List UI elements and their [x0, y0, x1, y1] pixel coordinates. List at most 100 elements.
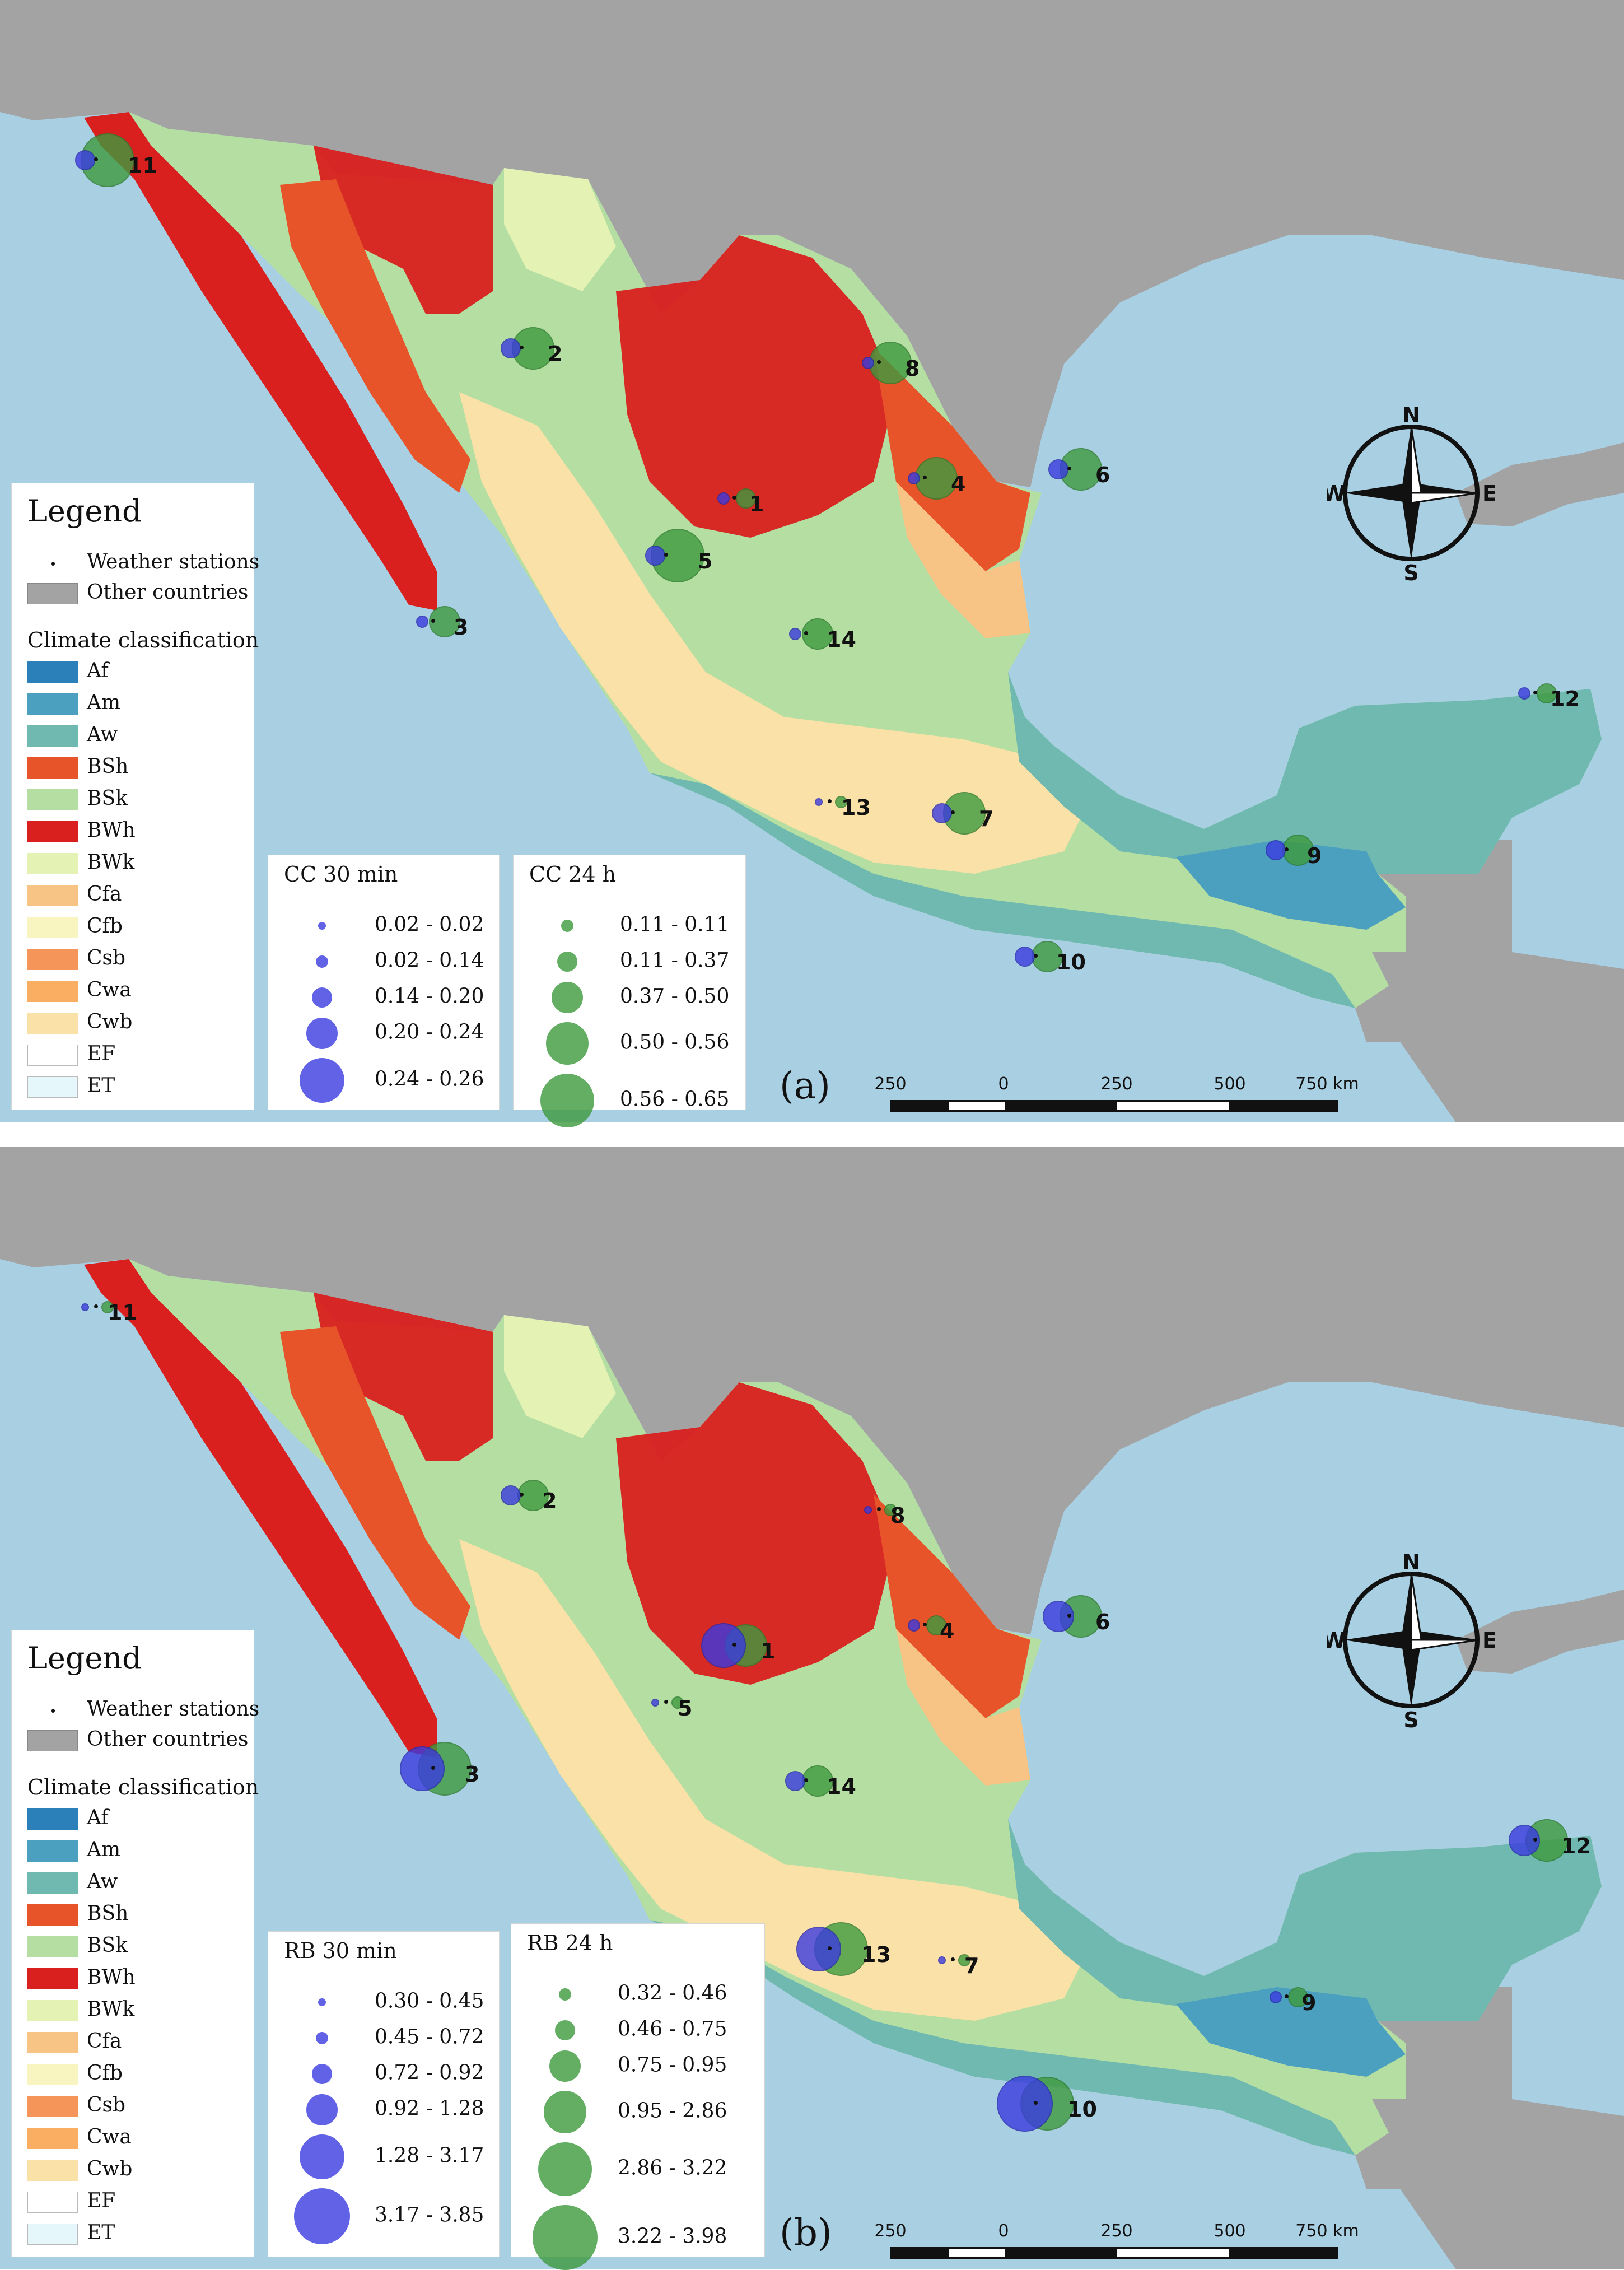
- scale-label-1: 0: [998, 2221, 1009, 2241]
- scale-label-0: 250: [874, 1074, 907, 1094]
- legend-climate-aw: Aw: [27, 722, 118, 748]
- climate-zone-bwh: [314, 1293, 493, 1461]
- station-24h-circle: [958, 1954, 970, 1966]
- legend-climate-label: Cwa: [87, 2125, 132, 2148]
- climate-zone-aw-coast: [650, 1920, 1355, 2155]
- other-countries-usa: [0, 0, 1624, 487]
- station-label: 7: [979, 807, 994, 831]
- legend-other-countries: Other countries: [27, 580, 248, 605]
- station-label: 4: [951, 472, 966, 496]
- legend-climate-label: Cwb: [87, 2157, 133, 2180]
- legend-swatch-et: [27, 1076, 78, 1098]
- climate-zone-bwk: [504, 168, 616, 291]
- climate-zone-bwh: [616, 235, 896, 538]
- legend-climate-label: Cwa: [87, 978, 132, 1001]
- weather-station-dot: [520, 1493, 524, 1497]
- legend-other-countries-label: Other countries: [87, 1728, 249, 1751]
- legend-size-symbol: [538, 2142, 592, 2196]
- legend-cc-30min-title: CC 30 min: [284, 862, 398, 887]
- compass-s: S: [1403, 561, 1418, 582]
- legend-swatch-bwh: [27, 1968, 78, 1989]
- station-label: 6: [1095, 463, 1110, 487]
- legend-climate-cfb: Cfb: [27, 2061, 123, 2086]
- compass-e: E: [1482, 1628, 1495, 1653]
- legend-swatch-aw: [27, 725, 78, 747]
- station-label: 3: [454, 615, 469, 640]
- station-30min-circle: [908, 472, 920, 484]
- station-24h-circle: [1537, 683, 1557, 703]
- legend-size-label: 0.75 - 0.95: [618, 2053, 727, 2077]
- station-label: 14: [827, 1774, 856, 1799]
- legend-swatch-bsh: [27, 1904, 78, 1926]
- station-30min-circle: [416, 616, 428, 628]
- legend-climate-bsh: BSh: [27, 1901, 128, 1927]
- legend-swatch-am: [27, 1840, 78, 1862]
- legend-climate-bwk: BWk: [27, 1997, 134, 2022]
- station-30min-circle: [81, 1303, 89, 1311]
- legend-climate-heading: Climate classification: [27, 1775, 259, 1800]
- weather-station-dot: [431, 1766, 435, 1770]
- station-label: 12: [1561, 1834, 1591, 1858]
- legend-title: Legend: [27, 1640, 142, 1676]
- legend-size-symbol: [555, 2020, 575, 2040]
- station-30min-circle: [75, 150, 95, 170]
- station-30min-circle: [1518, 687, 1530, 700]
- other-countries-usa: [0, 1147, 1624, 1634]
- station-label: 11: [108, 1301, 137, 1325]
- legend-swatch-bsk: [27, 789, 78, 810]
- climate-zone-bsh: [874, 1494, 1030, 1718]
- weather-station-dot: [1285, 847, 1289, 851]
- weather-station-dot: [1285, 1994, 1289, 1998]
- weather-station-dot: [877, 360, 881, 364]
- panel-label-b: (b): [780, 2211, 832, 2254]
- legend-swatch-et: [27, 2224, 78, 2245]
- climate-zone-aw: [1008, 672, 1602, 874]
- station-label: 8: [905, 356, 920, 381]
- legend-size-symbol: [318, 1998, 326, 2006]
- scale-bar: 250 0 250 500 750 km: [874, 1074, 1359, 1119]
- climate-zone-bsh: [280, 1326, 470, 1640]
- legend-climate-am: Am: [27, 1837, 120, 1863]
- legend-size-symbol: [552, 982, 583, 1013]
- climate-zone-cwb: [459, 1539, 1086, 2021]
- legend-climate-label: Aw: [87, 723, 118, 746]
- weather-station-dot: [520, 346, 524, 349]
- station-24h-circle: [1288, 1987, 1308, 2007]
- weather-station-dot: [431, 619, 435, 623]
- legend-climate-label: BWh: [87, 819, 136, 842]
- legend-climate-label: ET: [87, 1074, 115, 1097]
- station-30min-circle: [796, 1927, 841, 1971]
- legend-swatch-cfb: [27, 917, 78, 938]
- weather-station-dot: [664, 553, 668, 557]
- climate-zone-am: [1176, 1987, 1406, 2077]
- compass-s: S: [1403, 1708, 1418, 1730]
- legend-size-symbol: [300, 2134, 344, 2179]
- other-countries-guatemala-belize: [1355, 1987, 1624, 2269]
- climate-zone-bsh: [874, 347, 1030, 571]
- scale-bar: 250 0 250 500 750 km: [874, 2221, 1359, 2266]
- weather-station-dot: [828, 1946, 832, 1950]
- legend-size-label: 3.17 - 3.85: [375, 2203, 484, 2227]
- legend-climate-cfa: Cfa: [27, 882, 122, 907]
- legend-climate-label: BWk: [87, 851, 135, 874]
- compass-w: W: [1327, 481, 1346, 506]
- station-label: 14: [827, 627, 856, 652]
- legend-climate-label: Csb: [87, 947, 126, 969]
- station-label: 1: [760, 1639, 776, 1663]
- legend-climate-am: Am: [27, 690, 120, 716]
- legend-size-symbol: [540, 1074, 594, 1127]
- station-30min-circle: [1270, 1991, 1282, 2003]
- legend-climate-et: ET: [27, 1073, 115, 1099]
- station-label: 10: [1067, 2097, 1097, 2122]
- station-label: 11: [128, 153, 157, 178]
- climate-zone-bwh: [616, 1382, 896, 1685]
- legend-climate-bwk: BWk: [27, 850, 134, 875]
- legend-size-label: 0.45 - 0.72: [375, 2025, 484, 2049]
- station-24h-circle: [835, 796, 847, 808]
- legend-swatch-bsk: [27, 1936, 78, 1957]
- legend-size-label: 0.72 - 0.92: [375, 2061, 484, 2085]
- legend-size-symbol: [300, 1058, 344, 1103]
- station-30min-circle: [815, 798, 823, 806]
- station-30min-circle: [645, 546, 665, 566]
- legend-size-label: 0.24 - 0.26: [375, 1068, 484, 1091]
